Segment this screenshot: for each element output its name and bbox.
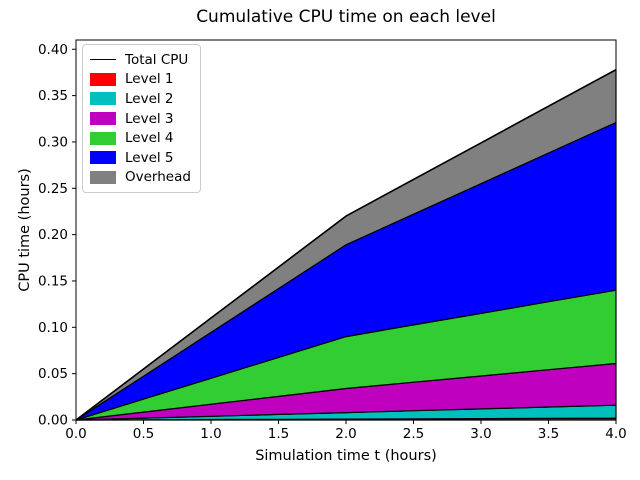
legend-item-total-cpu: Total CPU — [90, 50, 193, 70]
x-tick-label: 2.5 — [403, 426, 424, 442]
legend-swatch-level-1 — [90, 72, 116, 86]
legend-swatch-level-5 — [90, 151, 116, 165]
x-tick-label: 3.5 — [538, 426, 559, 442]
legend-item-level-5: Level 5 — [90, 148, 193, 168]
legend-item-level-2: Level 2 — [90, 89, 193, 109]
x-tick-label: 0.0 — [65, 426, 86, 442]
legend-swatch-overhead — [90, 170, 116, 184]
legend-label: Level 3 — [125, 110, 174, 127]
y-tick-label: 0.10 — [38, 320, 68, 336]
y-tick-label: 0.25 — [38, 181, 68, 197]
chart-title: Cumulative CPU time on each level — [196, 7, 496, 27]
x-tick-label: 3.0 — [470, 426, 491, 442]
y-tick-label: 0.20 — [38, 227, 68, 243]
legend-swatch-level-2 — [90, 92, 116, 106]
legend-item-level-3: Level 3 — [90, 109, 193, 129]
legend-item-level-1: Level 1 — [90, 70, 193, 90]
x-tick-label: 4.0 — [605, 426, 626, 442]
x-tick-label: 1.0 — [200, 426, 221, 442]
legend: Total CPU Level 1 Level 2 Level 3 Level … — [82, 44, 201, 194]
x-tick-label: 0.5 — [133, 426, 154, 442]
legend-item-overhead: Overhead — [90, 168, 193, 188]
y-axis-label: CPU time (hours) — [17, 168, 33, 292]
x-axis-label: Simulation time t (hours) — [255, 448, 437, 464]
y-tick-label: 0.35 — [38, 88, 68, 104]
legend-label: Level 4 — [125, 130, 174, 147]
x-tick-label: 2.0 — [335, 426, 356, 442]
y-tick-label: 0.00 — [38, 413, 68, 429]
legend-label: Level 2 — [125, 90, 174, 107]
legend-swatch-level-3 — [90, 112, 116, 126]
y-tick-label: 0.40 — [38, 42, 68, 58]
y-tick-label: 0.15 — [38, 273, 68, 289]
legend-label: Level 1 — [125, 71, 174, 88]
legend-label: Level 5 — [125, 149, 174, 166]
legend-line-sample — [90, 59, 116, 61]
legend-swatch-level-4 — [90, 131, 116, 145]
legend-label: Overhead — [125, 169, 191, 186]
total-cpu-line — [75, 68, 617, 421]
x-tick-label: 1.5 — [268, 426, 289, 442]
legend-item-level-4: Level 4 — [90, 128, 193, 148]
legend-label: Total CPU — [125, 51, 189, 68]
y-tick-label: 0.05 — [38, 366, 68, 382]
y-tick-label: 0.30 — [38, 134, 68, 150]
